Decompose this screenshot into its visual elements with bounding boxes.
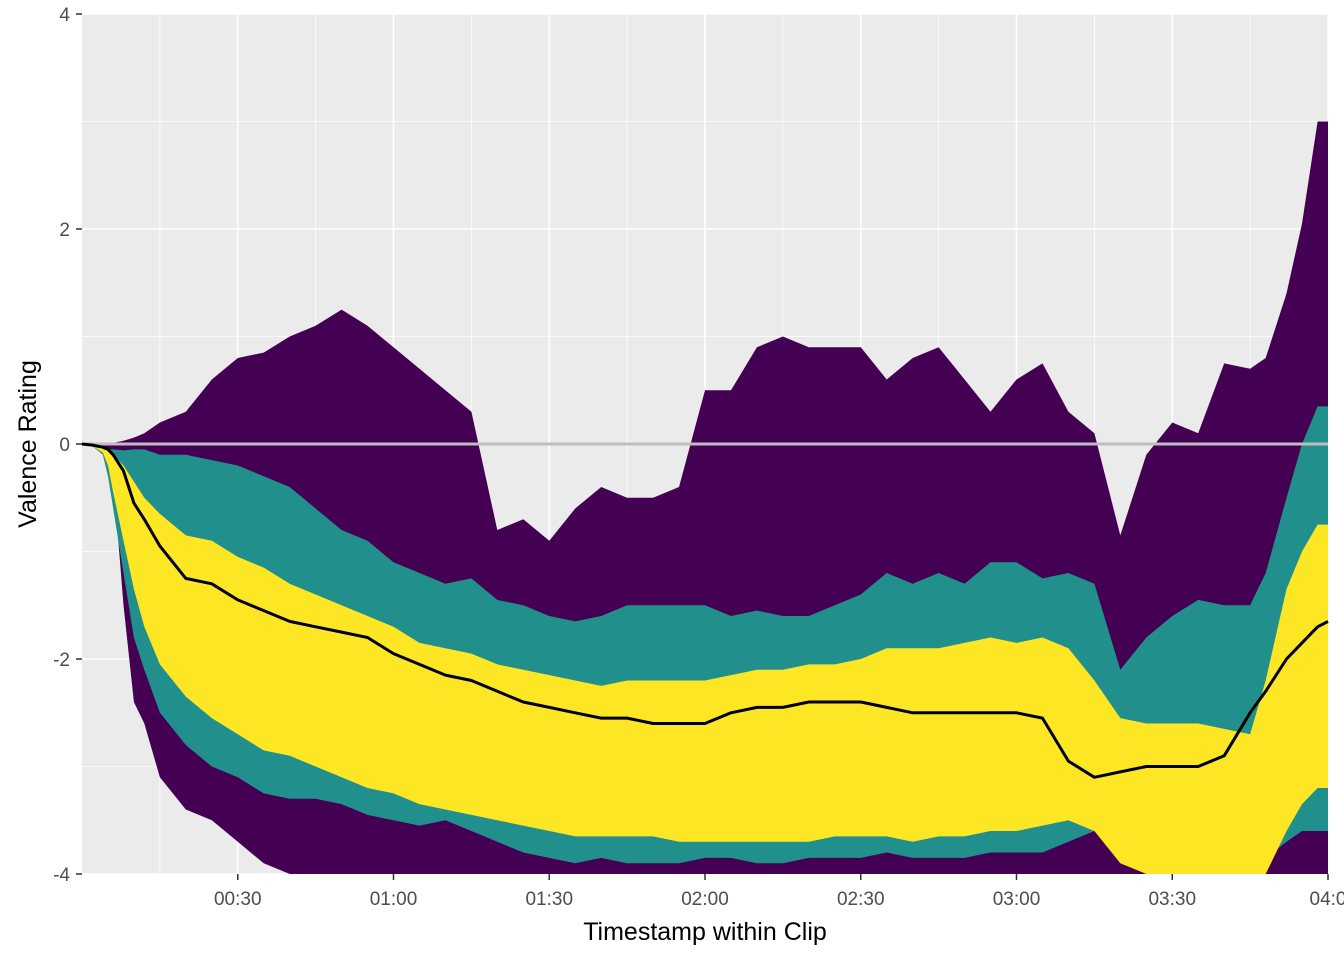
x-tick-label: 00:30: [214, 889, 262, 910]
y-tick-label: -2: [53, 650, 70, 671]
mean-series-line: [81, 442, 1329, 779]
x-tick-label: 04:0: [1310, 889, 1344, 910]
y-tick-label: 2: [59, 220, 70, 241]
x-tick-label: 03:00: [993, 889, 1041, 910]
y-axis-title: Valence Rating: [14, 360, 42, 528]
y-axis-ticks: -4 -2 0 2 4: [53, 5, 82, 886]
y-tick-label: -4: [53, 865, 70, 886]
x-tick-label: 02:30: [837, 889, 885, 910]
x-tick-label: 02:00: [681, 889, 729, 910]
rating-bands: [82, 121, 1328, 874]
x-tick-label: 01:00: [370, 889, 418, 910]
x-axis-ticks: 00:30 01:00 01:30 02:00 02:30 03:00 03:30 04:0: [214, 874, 1344, 910]
x-tick-label: 03:30: [1148, 889, 1196, 910]
mean-line: [81, 442, 1329, 779]
x-axis-title: Timestamp within Clip: [583, 918, 827, 946]
y-tick-label: 0: [59, 435, 70, 456]
band-inner: [82, 444, 1328, 874]
y-tick-label: 4: [59, 5, 70, 26]
x-tick-label: 01:30: [525, 889, 573, 910]
